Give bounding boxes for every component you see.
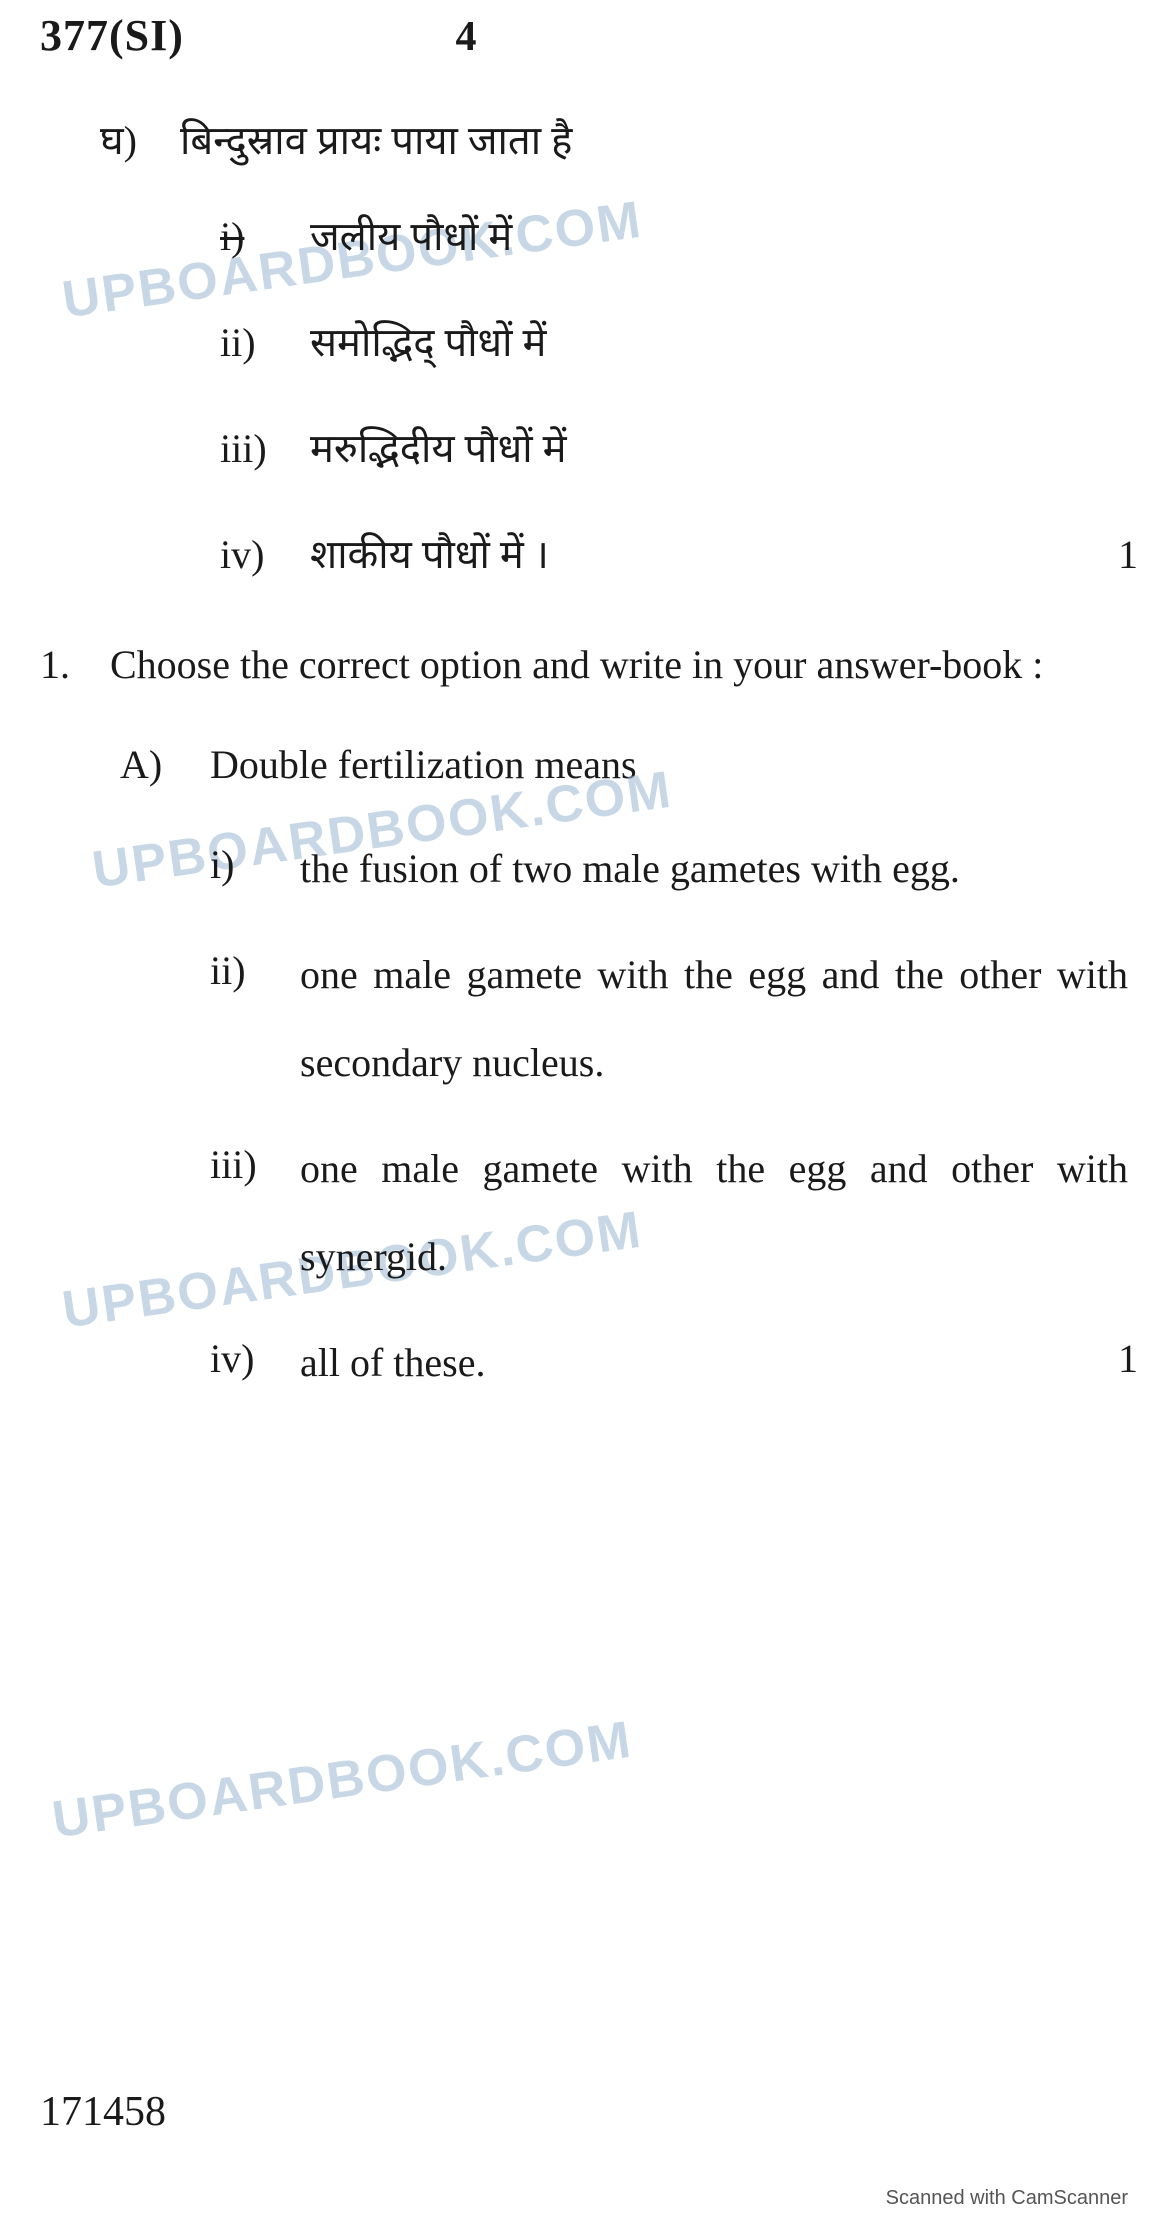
- question-label: घ): [100, 101, 180, 181]
- sub-question: A) Double fertilization means: [120, 725, 1128, 805]
- scanner-tag: Scanned with CamScanner: [886, 2187, 1128, 2210]
- option-row: i) जलीय पौधों में: [220, 197, 1128, 277]
- sub-question-label: A): [120, 725, 210, 805]
- english-options: i) the fusion of two male gametes with e…: [210, 825, 1128, 1407]
- option-row: i) the fusion of two male gametes with e…: [210, 825, 1128, 913]
- marks: 1: [1118, 515, 1138, 595]
- option-label: ii): [210, 931, 300, 1107]
- option-text: all of these.: [300, 1319, 1128, 1407]
- page-number: 4: [455, 13, 476, 61]
- option-label: iii): [210, 1125, 300, 1301]
- option-row: ii) one male gamete with the egg and the…: [210, 931, 1128, 1107]
- watermark: UPBOARDBOOK.COM: [49, 1710, 636, 1851]
- hindi-options: i) जलीय पौधों में ii) समोद्भिद् पौधों मे…: [220, 197, 1128, 595]
- sub-question-text: Double fertilization means: [210, 725, 637, 805]
- option-label: i): [220, 197, 310, 277]
- paper-code: 377(SI): [40, 10, 184, 61]
- question-text: बिन्दुस्राव प्रायः पाया जाता है: [180, 101, 572, 181]
- option-label: iv): [220, 515, 310, 595]
- option-text: one male gamete with the egg and other w…: [300, 1125, 1128, 1301]
- option-text: one male gamete with the egg and the oth…: [300, 931, 1128, 1107]
- question-instruction: Choose the correct option and write in y…: [110, 625, 1128, 705]
- footer-code: 171458: [40, 2088, 166, 2136]
- option-text: शाकीय पौधों में ।: [310, 515, 1128, 595]
- option-row: ii) समोद्भिद् पौधों में: [220, 303, 1128, 383]
- exam-page: UPBOARDBOOK.COM UPBOARDBOOK.COM UPBOARDB…: [0, 0, 1168, 2216]
- option-row: iv) all of these. 1: [210, 1319, 1128, 1407]
- page-header: 377(SI) 4: [40, 10, 1128, 61]
- option-text: मरुद्भिदीय पौधों में: [310, 409, 1128, 489]
- option-text: समोद्भिद् पौधों में: [310, 303, 1128, 383]
- option-row: iii) मरुद्भिदीय पौधों में: [220, 409, 1128, 489]
- option-label: iv): [210, 1319, 300, 1407]
- english-question: 1. Choose the correct option and write i…: [40, 625, 1128, 705]
- option-text: जलीय पौधों में: [310, 197, 1128, 277]
- content-body: घ) बिन्दुस्राव प्रायः पाया जाता है i) जल…: [40, 101, 1128, 1407]
- option-label: i): [210, 825, 300, 913]
- option-row: iii) one male gamete with the egg and ot…: [210, 1125, 1128, 1301]
- option-row: iv) शाकीय पौधों में । 1: [220, 515, 1128, 595]
- hindi-question: घ) बिन्दुस्राव प्रायः पाया जाता है: [100, 101, 1128, 181]
- option-label: ii): [220, 303, 310, 383]
- question-number: 1.: [40, 625, 110, 705]
- option-text: the fusion of two male gametes with egg.: [300, 825, 1128, 913]
- option-label: iii): [220, 409, 310, 489]
- marks: 1: [1118, 1319, 1138, 1399]
